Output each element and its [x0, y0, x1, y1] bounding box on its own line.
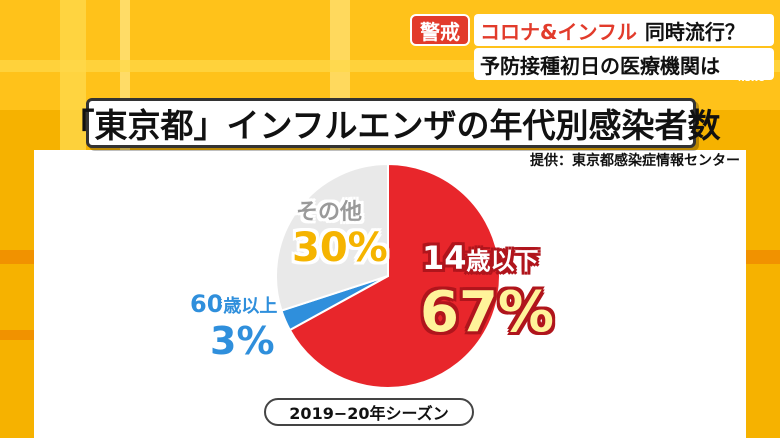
chart-title: 「東京都」インフルエンザの年代別感染者数 [62, 98, 721, 148]
headline-line-1: コロナ&インフル 同時流行？ [474, 14, 774, 46]
headline-line-2: 予防接種初日の医療機関は [474, 48, 774, 80]
label-under14: 14歳以下 [422, 242, 539, 274]
headline-topic: コロナ&インフル [480, 19, 637, 44]
label-over60-num: 60 [190, 290, 224, 318]
value-over60: 3% [210, 319, 275, 363]
headline-question: 同時流行？ [644, 19, 745, 44]
chart-source: 提供：東京都感染症情報センター [530, 153, 740, 169]
season-label: 2019−20年シーズン [264, 398, 474, 426]
value-under14: 67% [420, 280, 555, 345]
pie-slice-under14 [288, 162, 501, 389]
alert-badge: 警戒 [410, 14, 470, 46]
label-under14-unit: 歳以下 [466, 247, 539, 275]
channel-logo: NEWS [738, 74, 765, 83]
value-other: 30% [292, 225, 388, 271]
label-under14-num: 14 [422, 239, 467, 277]
pie-slice-other [275, 162, 389, 312]
label-other: その他 [296, 200, 363, 225]
label-over60-unit: 歳以上 [223, 296, 278, 317]
label-over60: 60歳以上 [190, 292, 277, 316]
